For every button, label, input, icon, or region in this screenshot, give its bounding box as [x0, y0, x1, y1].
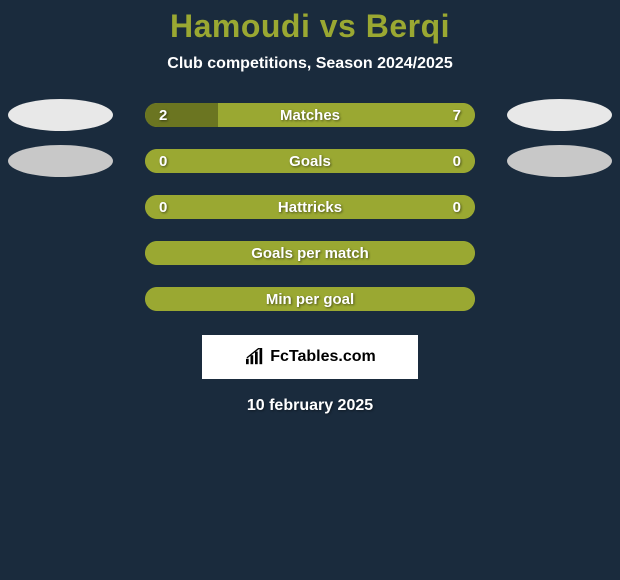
stat-label: Goals — [289, 153, 331, 170]
stat-row-matches: 2 Matches 7 — [0, 103, 620, 127]
logo-box[interactable]: FcTables.com — [202, 335, 418, 379]
stat-value-right: 0 — [453, 199, 461, 216]
stat-bar: 0 Goals 0 — [145, 149, 475, 173]
stat-value-left: 0 — [159, 153, 167, 170]
stat-row-min-per-goal: Min per goal — [0, 287, 620, 311]
stat-label: Goals per match — [251, 245, 369, 262]
stat-value-left: 2 — [159, 107, 167, 124]
stat-value-right: 0 — [453, 153, 461, 170]
player-badge-left — [8, 145, 113, 177]
logo-text: FcTables.com — [270, 348, 376, 366]
player-badge-left — [8, 99, 113, 131]
bar-fill-right — [310, 149, 475, 173]
stat-bar: 2 Matches 7 — [145, 103, 475, 127]
stat-value-left: 0 — [159, 199, 167, 216]
stat-row-goals-per-match: Goals per match — [0, 241, 620, 265]
stat-bar: Goals per match — [145, 241, 475, 265]
main-container: Hamoudi vs Berqi Club competitions, Seas… — [0, 0, 620, 415]
stat-bar: Min per goal — [145, 287, 475, 311]
date-label: 10 february 2025 — [0, 397, 620, 415]
stat-row-goals: 0 Goals 0 — [0, 149, 620, 173]
page-title: Hamoudi vs Berqi — [0, 8, 620, 45]
bar-fill-left — [145, 149, 310, 173]
player-badge-right — [507, 145, 612, 177]
stat-label: Matches — [280, 107, 340, 124]
stat-bar: 0 Hattricks 0 — [145, 195, 475, 219]
chart-icon — [244, 348, 266, 366]
bar-fill-left — [145, 103, 218, 127]
bar-fill-right — [218, 103, 475, 127]
stat-row-hattricks: 0 Hattricks 0 — [0, 195, 620, 219]
player-badge-right — [507, 99, 612, 131]
stat-label: Hattricks — [278, 199, 342, 216]
stat-value-right: 7 — [453, 107, 461, 124]
stat-rows: 2 Matches 7 0 Goals 0 0 Hattricks — [0, 103, 620, 311]
stat-label: Min per goal — [266, 291, 354, 308]
subtitle: Club competitions, Season 2024/2025 — [0, 55, 620, 73]
